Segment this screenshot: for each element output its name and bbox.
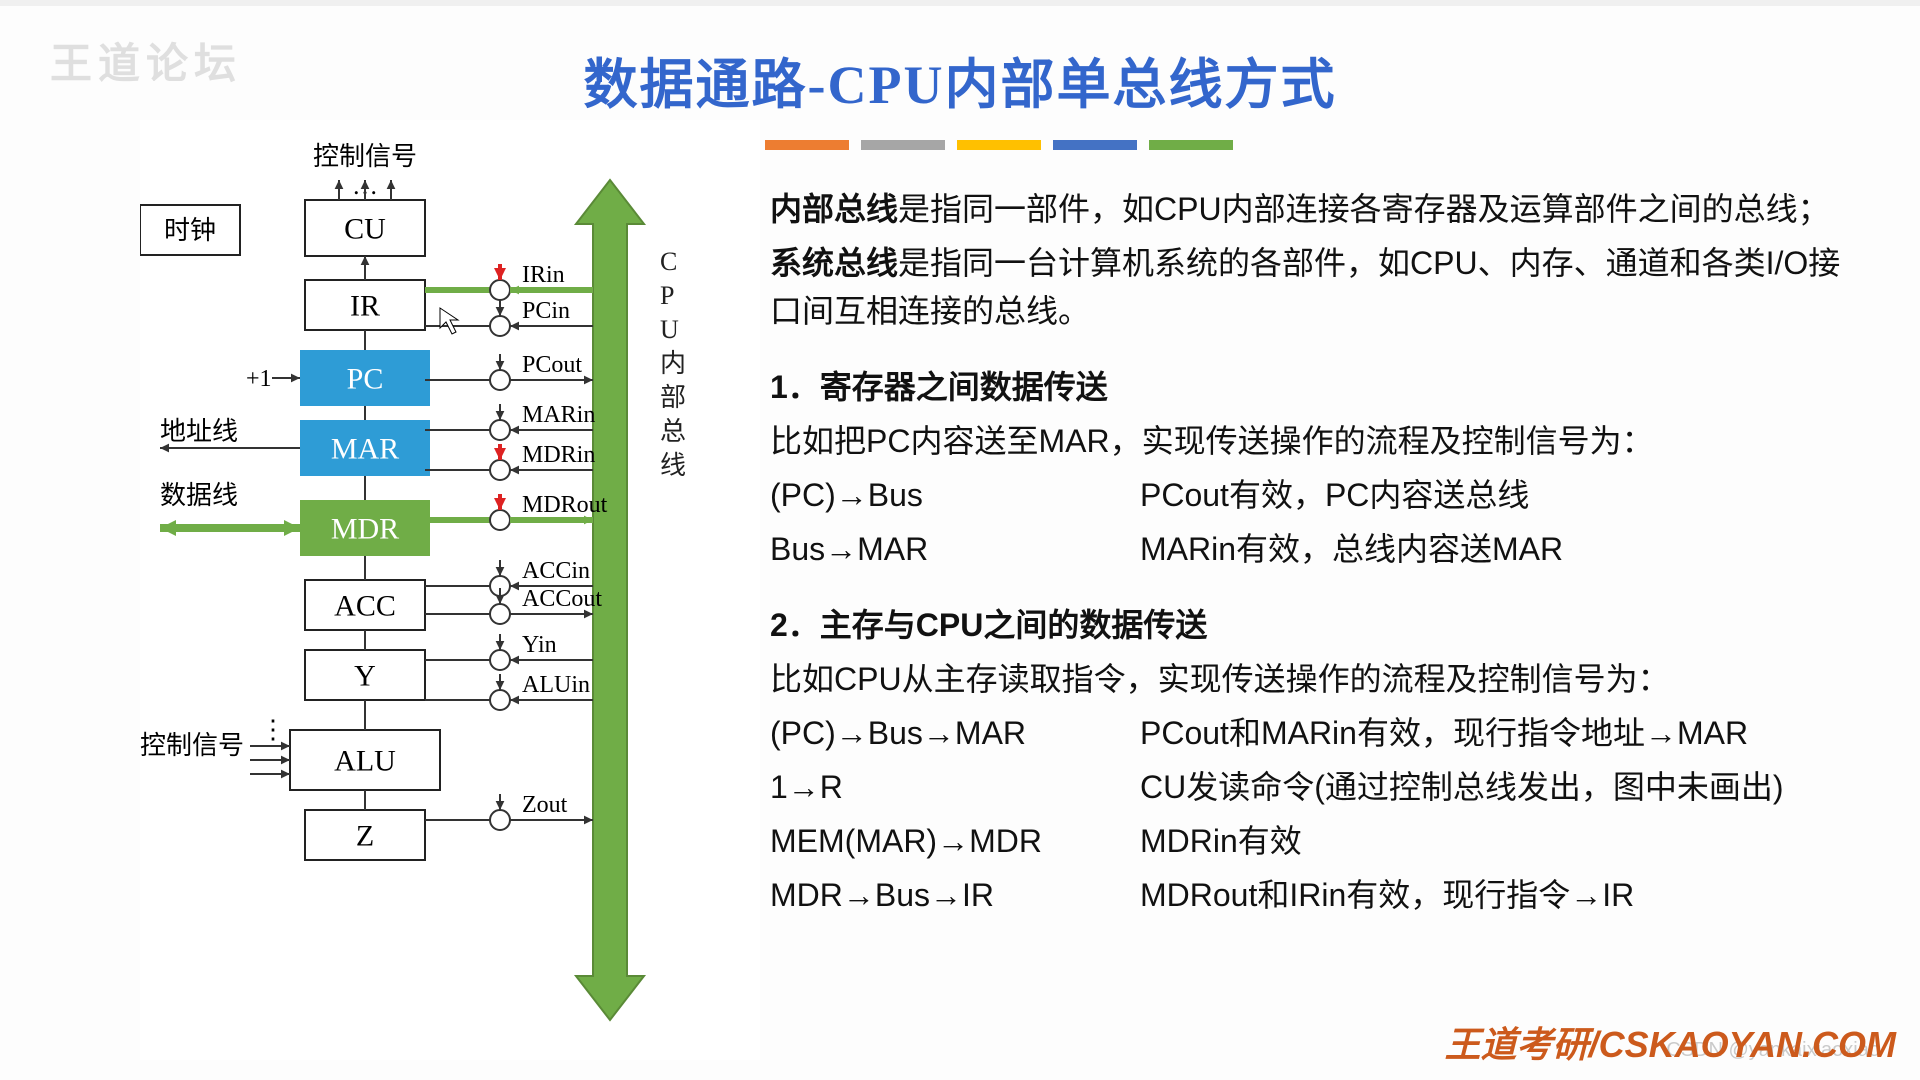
svg-text:控制信号: 控制信号: [313, 142, 417, 171]
svg-text:时钟: 时钟: [164, 216, 216, 245]
svg-text:Zout: Zout: [522, 792, 568, 818]
svg-text:ALU: ALU: [334, 745, 396, 778]
svg-text:Yin: Yin: [522, 632, 557, 658]
page-title: 数据通路-CPU内部单总线方式: [584, 40, 1337, 119]
svg-text:Z: Z: [356, 820, 374, 853]
svg-text:ACC: ACC: [334, 590, 396, 623]
term-internal-bus: 内部总线: [770, 191, 898, 227]
svg-text:ACCin: ACCin: [522, 558, 590, 584]
term-system-bus: 系统总线: [770, 245, 898, 281]
svg-text:Y: Y: [354, 660, 376, 693]
svg-text:PC: PC: [347, 363, 384, 396]
svg-text:MDRout: MDRout: [522, 492, 608, 518]
watermark-bottom-right: 王道考研/CSKAOYAN.COM: [1445, 1016, 1896, 1068]
svg-text:C: C: [660, 247, 677, 276]
svg-text:MDRin: MDRin: [522, 442, 595, 468]
svg-text:CU: CU: [344, 213, 386, 246]
svg-text:P: P: [660, 281, 674, 310]
svg-text:PCout: PCout: [522, 352, 582, 378]
svg-text:PCin: PCin: [522, 298, 570, 324]
svg-text:⋮: ⋮: [260, 715, 286, 744]
svg-text:总: 总: [660, 417, 686, 446]
svg-text:MAR: MAR: [331, 433, 399, 466]
slide: 王道论坛 数据通路-CPU内部单总线方式 CPU内部总线时钟CUIRPCMARM…: [0, 0, 1920, 1080]
section1-heading: 1．寄存器之间数据传送: [770, 363, 1870, 411]
svg-text:MDR: MDR: [331, 513, 399, 546]
watermark-top-left: 王道论坛: [50, 30, 242, 91]
svg-text:IRin: IRin: [522, 262, 565, 288]
svg-text:ACCout: ACCout: [522, 586, 602, 612]
svg-text:数据线: 数据线: [160, 481, 238, 510]
color-strip: [765, 140, 1233, 150]
explanation-text: 内部总线是指同一部件，如CPU内部连接各寄存器及运算部件之间的总线； 系统总线是…: [770, 185, 1870, 925]
svg-text:部: 部: [660, 383, 686, 412]
cpu-diagram: CPU内部总线时钟CUIRPCMARMDRACCYALUZ控制信号…+1地址线数…: [140, 120, 760, 1060]
svg-text:线: 线: [660, 451, 686, 480]
svg-text:控制信号: 控制信号: [140, 731, 244, 760]
svg-text:内: 内: [660, 349, 686, 378]
svg-text:地址线: 地址线: [160, 417, 238, 446]
svg-text:+1: +1: [246, 366, 272, 392]
svg-text:U: U: [660, 315, 679, 344]
svg-text:MARin: MARin: [522, 402, 595, 428]
svg-text:ALUin: ALUin: [522, 672, 590, 698]
svg-text:IR: IR: [350, 290, 380, 323]
section2-heading: 2．主存与CPU之间的数据传送: [770, 601, 1870, 649]
